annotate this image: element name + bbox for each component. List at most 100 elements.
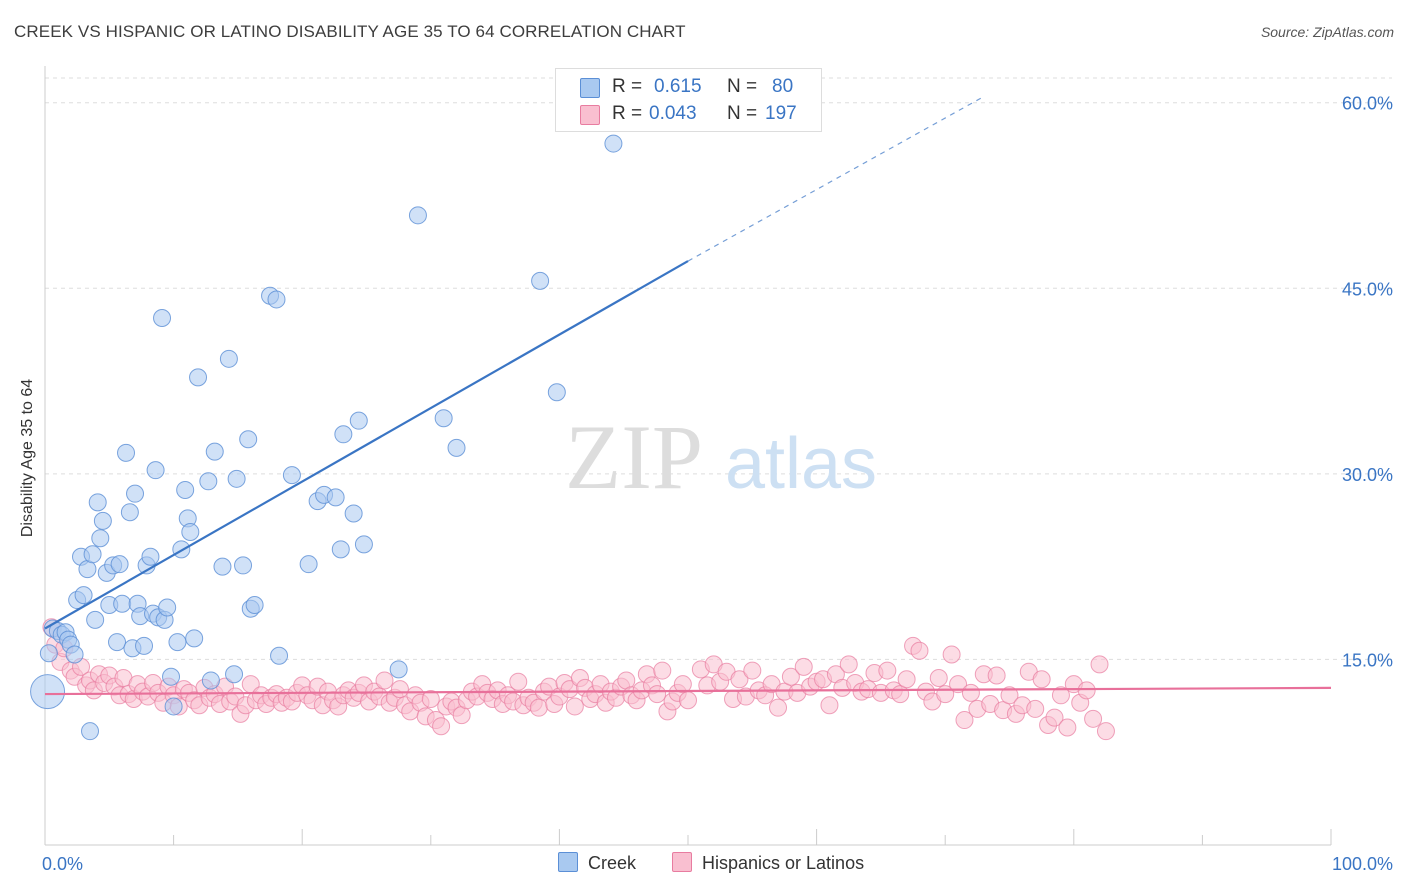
legend-r-label: R = — [612, 76, 643, 97]
y-tick-label: 30.0% — [1342, 465, 1393, 485]
data-point-hispanics — [390, 680, 409, 699]
data-point-hispanics — [820, 696, 839, 715]
correlation-legend: R = 0.615 N = 80 R = 0.043 N = 197 — [555, 68, 822, 132]
data-point-creek — [447, 438, 466, 457]
data-point-creek — [434, 409, 453, 428]
data-point-hispanics — [509, 672, 528, 691]
legend-swatch-creek — [580, 78, 600, 98]
data-point-creek — [91, 529, 110, 548]
data-point-hispanics — [1051, 686, 1070, 705]
data-point-creek — [88, 493, 107, 512]
data-point-hispanics — [897, 670, 916, 689]
data-point-creek — [604, 134, 623, 153]
data-point-hispanics — [1077, 681, 1096, 700]
data-point-creek — [162, 667, 181, 686]
data-point-creek — [176, 480, 195, 499]
data-point-creek — [30, 674, 66, 710]
data-point-creek — [282, 466, 301, 485]
data-point-hispanics — [769, 698, 788, 717]
data-point-creek — [201, 671, 220, 690]
data-point-hispanics — [673, 675, 692, 694]
data-point-creek — [245, 596, 264, 615]
data-point-creek — [331, 540, 350, 559]
data-point-hispanics — [942, 645, 961, 664]
data-point-hispanics — [1000, 686, 1019, 705]
data-point-creek — [205, 442, 224, 461]
data-point-creek — [110, 555, 129, 574]
watermark-zip: ZIP — [565, 406, 703, 508]
data-point-hispanics — [1045, 708, 1064, 727]
data-point-hispanics — [781, 667, 800, 686]
legend-n-label: N = — [727, 76, 758, 97]
data-point-hispanics — [1026, 699, 1045, 718]
data-point-hispanics — [929, 668, 948, 687]
data-point-hispanics — [878, 661, 897, 680]
x-tick-label: 0.0% — [42, 854, 83, 874]
data-point-creek — [81, 722, 100, 741]
data-point-creek — [225, 665, 244, 684]
data-point-creek — [153, 308, 172, 327]
data-point-creek — [146, 461, 165, 480]
data-point-creek — [83, 545, 102, 564]
data-point-creek — [141, 547, 160, 566]
trend-lines — [44, 96, 1332, 696]
data-point-creek — [389, 660, 408, 679]
legend-r-value: 0.043 — [649, 103, 697, 124]
data-point-hispanics — [910, 641, 929, 660]
data-point-hispanics — [679, 691, 697, 710]
legend-item-hispanics: Hispanics or Latinos — [672, 852, 864, 874]
data-point-creek — [189, 368, 208, 387]
data-point-hispanics — [961, 683, 980, 702]
data-point-creek — [239, 430, 258, 449]
data-point-creek — [65, 645, 84, 664]
legend-r-label: R = — [612, 103, 643, 124]
data-point-hispanics — [743, 661, 762, 680]
data-point-creek — [213, 557, 232, 576]
data-point-creek — [334, 425, 353, 444]
data-point-creek — [227, 469, 246, 488]
watermark: ZIP atlas — [565, 406, 877, 508]
data-point-creek — [299, 555, 318, 574]
legend-label-hispanics: Hispanics or Latinos — [702, 853, 865, 873]
data-point-hispanics — [529, 698, 548, 717]
data-point-creek — [349, 411, 368, 430]
data-point-creek — [108, 633, 127, 652]
trend-line-creek — [44, 260, 689, 630]
data-point-hispanics — [1084, 709, 1103, 728]
data-point-creek — [354, 535, 373, 554]
data-point-hispanics — [1032, 670, 1051, 689]
data-point-creek — [120, 503, 139, 522]
data-point-hispanics — [565, 697, 584, 716]
data-point-hispanics — [794, 657, 813, 676]
data-point-creek — [547, 383, 566, 402]
legend-n-label: N = — [727, 103, 758, 124]
axes — [44, 66, 1332, 846]
data-point-hispanics — [955, 711, 974, 730]
series-legend: Creek Hispanics or Latinos — [0, 852, 1406, 878]
data-point-creek — [185, 629, 204, 648]
data-point-creek — [164, 697, 183, 716]
legend-swatch-creek — [558, 852, 578, 872]
trend-line-hispanics — [44, 686, 1332, 696]
data-point-creek — [113, 594, 132, 613]
legend-item-creek: Creek — [558, 852, 636, 874]
data-point-hispanics — [839, 655, 858, 674]
y-axis-label: Disability Age 35 to 64 — [19, 378, 36, 538]
data-point-creek — [181, 523, 200, 542]
data-point-creek — [86, 610, 105, 629]
data-point-creek — [172, 540, 191, 559]
legend-label-creek: Creek — [588, 853, 637, 873]
data-point-creek — [270, 646, 289, 665]
y-tick-label: 45.0% — [1342, 279, 1393, 299]
data-point-hispanics — [648, 685, 667, 704]
data-point-hispanics — [432, 717, 451, 736]
series-creek-points — [30, 134, 623, 741]
source-credit: Source: ZipAtlas.com — [1260, 24, 1394, 40]
legend-n-value: 80 — [772, 76, 794, 97]
tick-labels: 15.0% 30.0% 45.0% 60.0% 0.0% 100.0% — [42, 94, 1393, 874]
y-tick-label: 60.0% — [1342, 94, 1393, 114]
data-point-hispanics — [653, 661, 672, 680]
data-point-hispanics — [1096, 722, 1115, 741]
legend-n-value: 197 — [765, 103, 797, 124]
data-point-creek — [74, 586, 93, 605]
